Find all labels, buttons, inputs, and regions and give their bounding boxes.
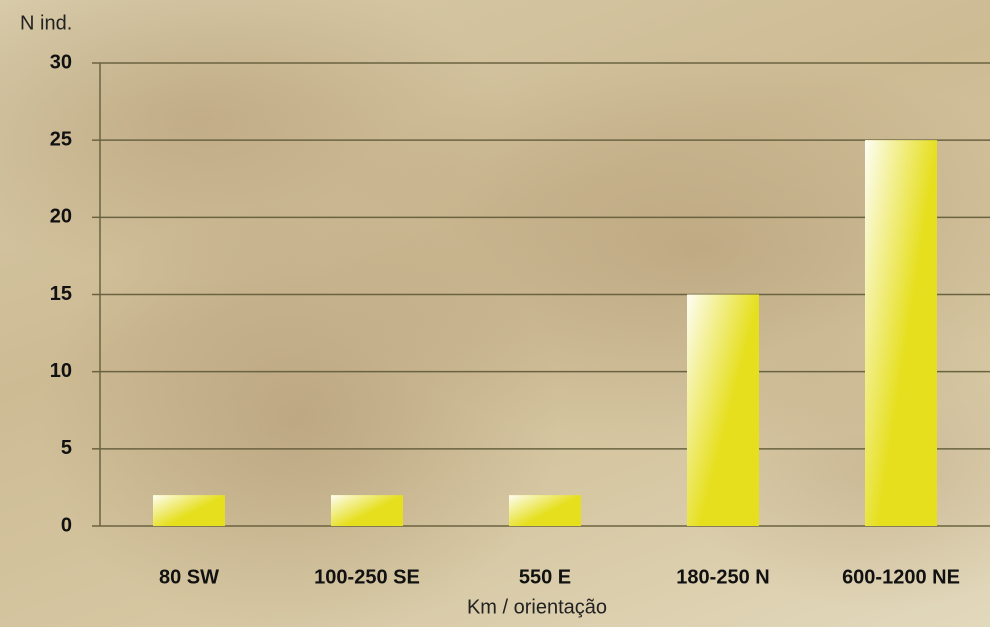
bar-highlight: [331, 495, 403, 526]
y-tick-label: 10: [50, 360, 72, 382]
y-axis-title: N ind.: [20, 12, 72, 34]
x-tick-label: 180-250 N: [676, 566, 769, 588]
bar-highlight: [153, 495, 225, 526]
bar-highlight: [687, 295, 759, 527]
chart: N ind. Km / orientação 0 5 10 15 20 25 30 80 SW…: [0, 0, 990, 627]
page: {"chart_data": {"type": "bar", "y_label"…: [0, 0, 990, 627]
y-tick-label: 30: [50, 51, 72, 73]
y-tick-label: 5: [61, 437, 72, 459]
y-tick-label: 25: [50, 128, 72, 150]
bar-highlight: [865, 140, 937, 526]
y-tick-label: 20: [50, 206, 72, 228]
y-tick-label: 0: [61, 514, 72, 536]
x-tick-label: 550 E: [519, 566, 571, 588]
y-tick-label: 15: [50, 283, 72, 305]
bar-highlight: [509, 495, 581, 526]
x-tick-label: 600-1200 NE: [842, 566, 960, 588]
x-tick-label: 100-250 SE: [314, 566, 420, 588]
x-tick-label: 80 SW: [159, 566, 219, 588]
x-axis-title: Km / orientação: [467, 596, 607, 618]
